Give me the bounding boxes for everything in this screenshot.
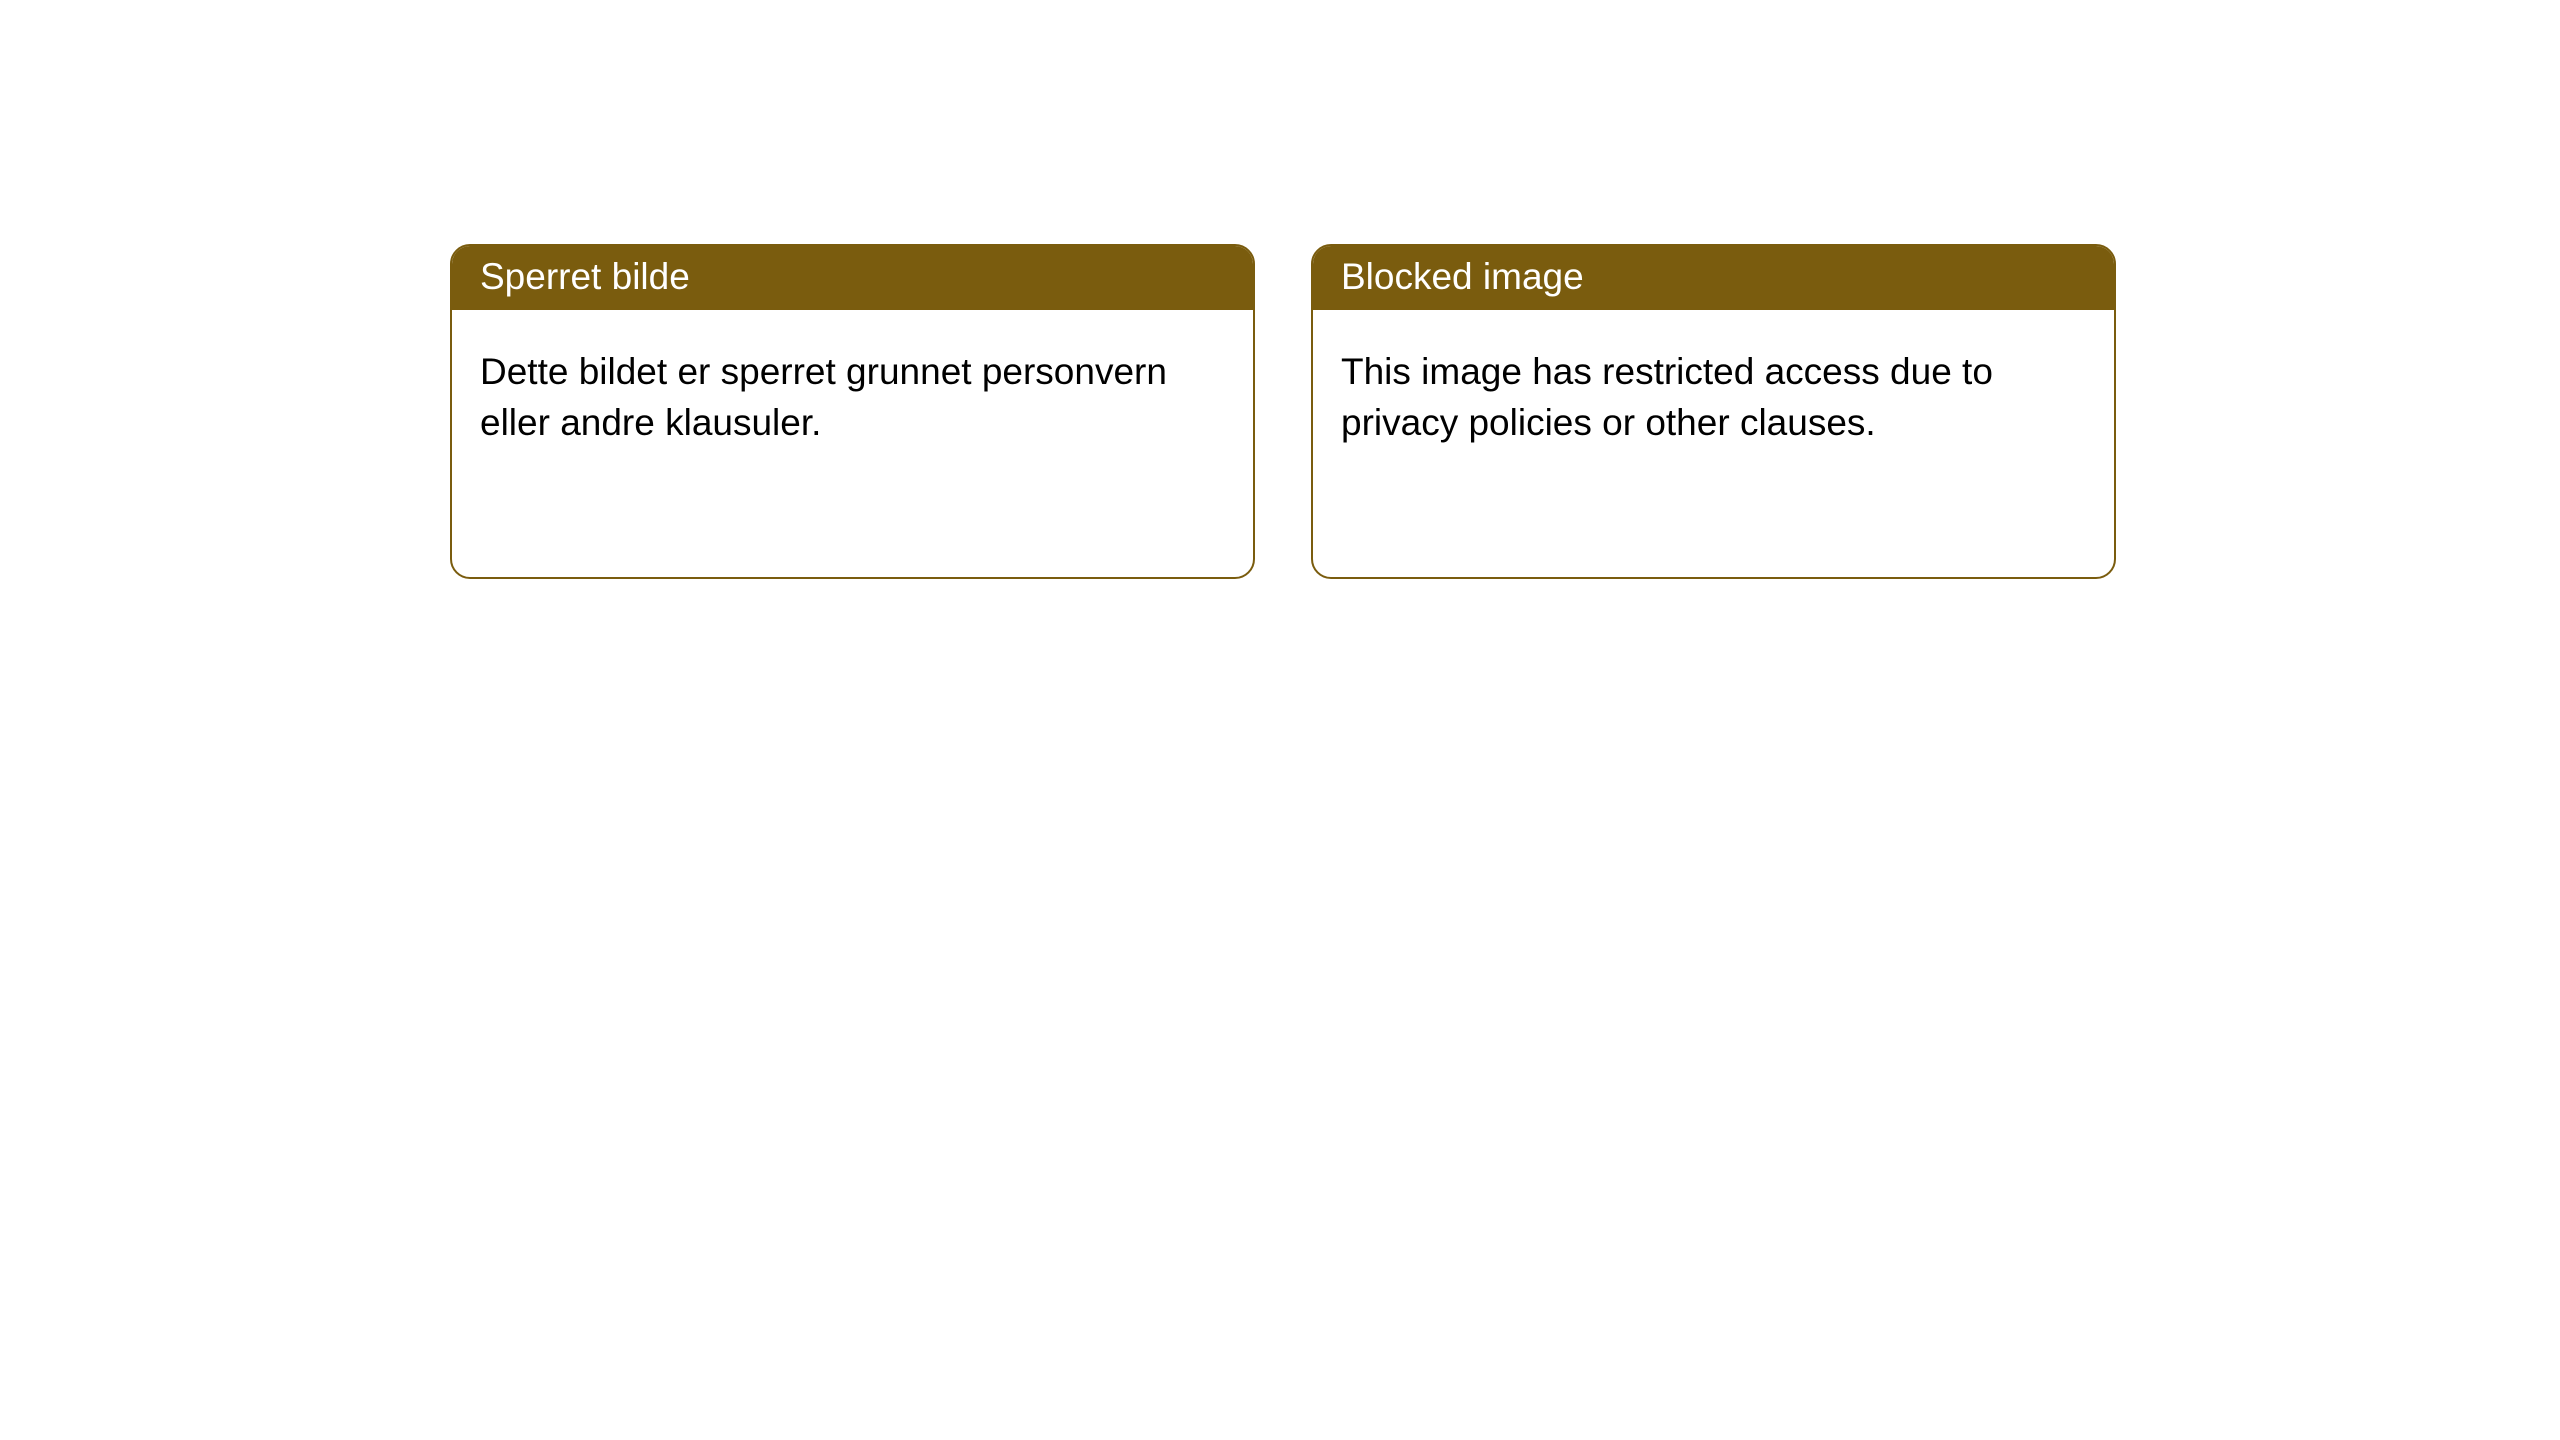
blocked-image-card-norwegian: Sperret bilde Dette bildet er sperret gr… xyxy=(450,244,1255,579)
card-body-norwegian: Dette bildet er sperret grunnet personve… xyxy=(452,310,1253,484)
blocked-image-card-english: Blocked image This image has restricted … xyxy=(1311,244,2116,579)
card-header-english: Blocked image xyxy=(1313,246,2114,310)
card-body-english: This image has restricted access due to … xyxy=(1313,310,2114,484)
notice-container: Sperret bilde Dette bildet er sperret gr… xyxy=(0,0,2560,579)
card-header-norwegian: Sperret bilde xyxy=(452,246,1253,310)
